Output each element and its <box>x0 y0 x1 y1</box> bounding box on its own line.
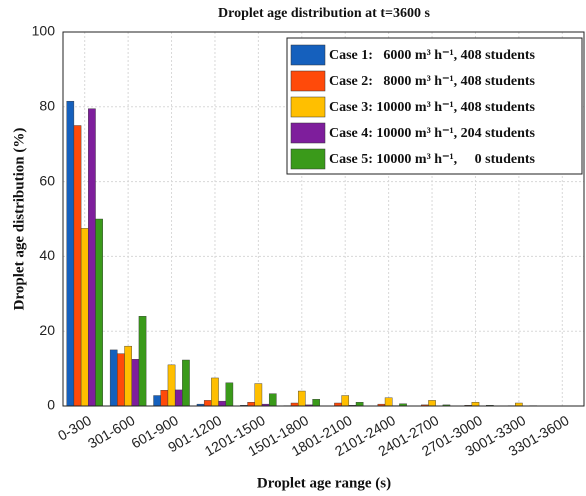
legend-label: Case 2: 8000 m³ h⁻¹, 408 students <box>329 74 536 89</box>
bar <box>203 400 212 407</box>
y-tick-label: 100 <box>32 23 56 39</box>
legend-label: Case 5: 10000 m³ h⁻¹, 0 students <box>329 152 536 167</box>
x-axis-label: Droplet age range (s) <box>257 475 391 491</box>
legend-label: Case 4: 10000 m³ h⁻¹, 204 students <box>329 126 536 141</box>
bar <box>428 400 436 407</box>
bar <box>88 108 96 407</box>
plot-frame <box>62 31 585 407</box>
y-tick-label: 0 <box>47 397 55 413</box>
bar <box>167 364 176 407</box>
legend-swatch <box>290 44 326 66</box>
bar <box>355 402 364 407</box>
chart-title: Droplet age distribution at t=3600 s <box>218 6 430 21</box>
y-axis-label: Droplet age distribution (%) <box>11 128 27 311</box>
bar <box>268 393 277 407</box>
bar <box>95 218 103 407</box>
bar <box>124 345 132 407</box>
bar <box>218 400 226 407</box>
bar <box>312 399 320 407</box>
bar <box>153 395 161 407</box>
bar <box>254 383 263 407</box>
bar <box>297 390 306 407</box>
bar <box>109 349 118 407</box>
bar <box>160 390 169 407</box>
bar <box>131 359 140 407</box>
bar <box>471 402 480 407</box>
bar <box>182 359 190 407</box>
legend-label: Case 1: 6000 m³ h⁻¹, 408 students <box>329 48 536 63</box>
bar <box>138 316 147 407</box>
legend-swatch <box>290 96 326 118</box>
bar <box>73 125 82 407</box>
legend-swatch <box>290 122 326 144</box>
bar <box>117 353 125 407</box>
bar <box>80 228 89 407</box>
legend-label: Case 3: 10000 m³ h⁻¹, 408 students <box>329 100 536 115</box>
y-tick-label: 40 <box>39 247 55 263</box>
legend-box <box>286 37 583 175</box>
bar <box>384 397 393 407</box>
legend-swatch <box>290 70 326 92</box>
x-tick-label: 301-600 <box>85 412 138 452</box>
bar <box>341 395 350 407</box>
y-tick-label: 60 <box>39 172 55 188</box>
legend-swatch <box>290 148 326 170</box>
bar <box>211 377 219 407</box>
bar <box>174 389 183 407</box>
y-tick-label: 80 <box>39 98 55 114</box>
bar <box>247 402 255 407</box>
bar <box>66 100 75 407</box>
bar <box>225 382 234 407</box>
y-tick-label: 20 <box>39 322 55 338</box>
